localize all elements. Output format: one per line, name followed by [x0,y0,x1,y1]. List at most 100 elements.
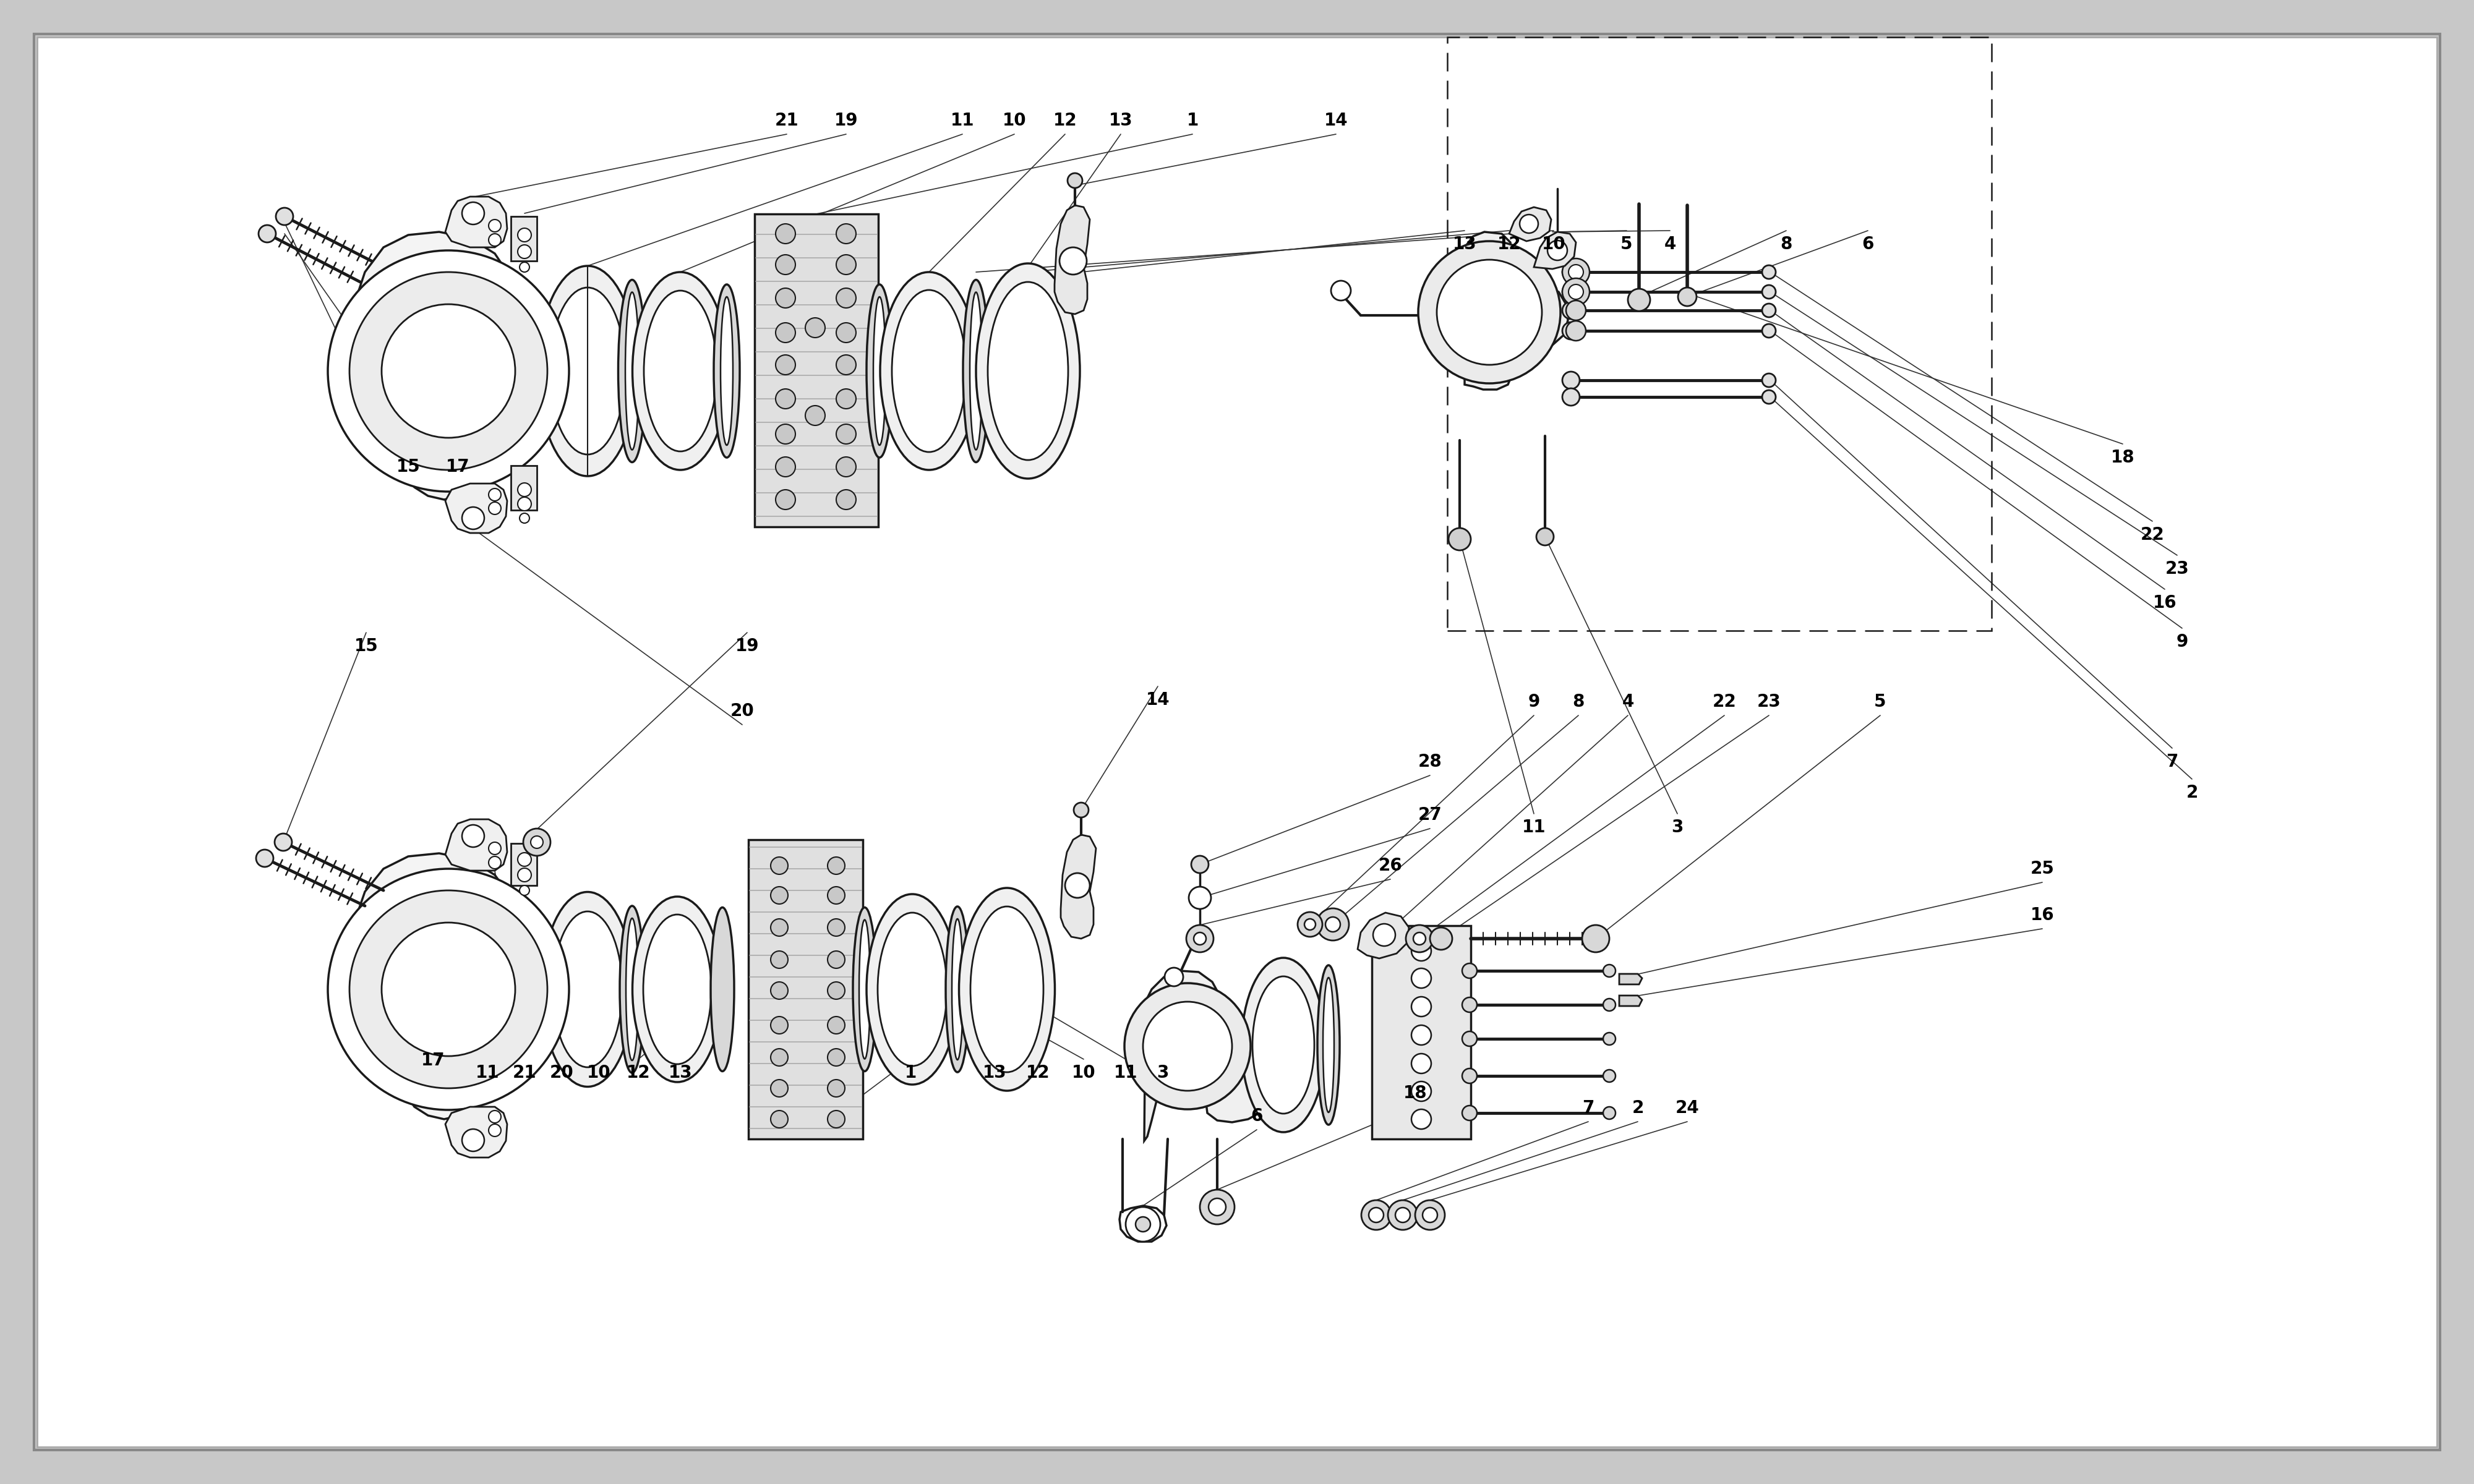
Circle shape [777,490,797,509]
Circle shape [1462,1031,1477,1046]
Text: 2: 2 [1633,1100,1643,1116]
Circle shape [1188,925,1212,953]
Circle shape [1361,1201,1390,1230]
Circle shape [1368,1208,1383,1223]
Circle shape [1564,322,1581,340]
Circle shape [1462,963,1477,978]
Text: 14: 14 [1324,111,1348,129]
Circle shape [1136,1217,1150,1232]
Text: 16: 16 [2031,907,2053,923]
Text: 21: 21 [512,1064,537,1082]
Circle shape [1395,1208,1410,1223]
Ellipse shape [866,285,893,457]
Ellipse shape [1252,976,1314,1113]
Polygon shape [445,819,507,871]
Circle shape [517,229,532,242]
Text: 24: 24 [1675,1100,1700,1116]
Circle shape [826,951,846,968]
Text: 4: 4 [1665,236,1675,252]
Circle shape [1200,1190,1235,1224]
Circle shape [1569,285,1583,300]
Text: 3: 3 [1158,1064,1168,1082]
Text: 8: 8 [1573,693,1583,711]
Bar [512,217,537,261]
Circle shape [772,1110,787,1128]
Circle shape [257,849,272,867]
Circle shape [1123,982,1252,1110]
Circle shape [1296,913,1321,936]
Ellipse shape [542,892,633,1086]
Text: 8: 8 [1781,236,1791,252]
Circle shape [1761,285,1776,298]
Circle shape [1564,264,1581,280]
Circle shape [1564,371,1581,389]
Text: 13: 13 [668,1064,693,1082]
Circle shape [1583,925,1608,953]
Polygon shape [1061,834,1096,938]
Polygon shape [1054,205,1089,315]
Circle shape [327,251,569,491]
Text: 22: 22 [2140,527,2165,543]
Circle shape [1410,1025,1430,1045]
Circle shape [1304,919,1316,930]
Circle shape [463,825,485,847]
Circle shape [520,513,529,522]
Ellipse shape [854,907,876,1071]
Circle shape [1188,886,1212,908]
Ellipse shape [643,914,713,1064]
Circle shape [1450,528,1470,551]
Circle shape [490,1125,500,1137]
Ellipse shape [891,289,965,453]
Circle shape [777,224,797,243]
Polygon shape [1534,232,1576,269]
Text: 11: 11 [950,111,975,129]
Ellipse shape [975,264,1079,478]
Circle shape [772,951,787,968]
Bar [512,466,537,510]
Circle shape [490,841,500,855]
Text: 13: 13 [1108,111,1133,129]
Circle shape [1069,174,1084,188]
Text: 13: 13 [982,1064,1007,1082]
Circle shape [1430,927,1452,950]
Circle shape [826,886,846,904]
Circle shape [517,868,532,881]
Ellipse shape [618,905,643,1073]
Circle shape [1761,266,1776,279]
Circle shape [1413,932,1425,945]
Text: 23: 23 [1757,693,1781,711]
Ellipse shape [970,292,982,450]
Circle shape [1761,304,1776,318]
Circle shape [381,304,515,438]
Text: 5: 5 [1620,236,1633,252]
Text: 19: 19 [735,638,760,654]
Circle shape [1405,925,1432,953]
Circle shape [327,868,569,1110]
Ellipse shape [720,297,732,445]
Ellipse shape [878,913,948,1066]
Bar [747,840,863,1140]
Circle shape [517,853,532,867]
Text: 18: 18 [2110,448,2135,466]
Polygon shape [1618,996,1643,1006]
Circle shape [836,457,856,476]
Circle shape [1410,941,1430,962]
Circle shape [1566,300,1586,321]
Bar [512,843,537,886]
Text: 20: 20 [549,1064,574,1082]
Circle shape [826,1049,846,1066]
Polygon shape [445,1107,507,1158]
Ellipse shape [713,285,740,457]
Circle shape [517,497,532,510]
Text: 12: 12 [1497,236,1522,252]
Text: 13: 13 [1452,236,1477,252]
Circle shape [807,405,826,426]
Circle shape [1423,1208,1437,1223]
Text: 11: 11 [1522,819,1546,835]
Text: 21: 21 [774,111,799,129]
Circle shape [836,224,856,243]
Circle shape [1207,1199,1227,1215]
Circle shape [275,834,292,850]
Circle shape [490,1110,500,1123]
Circle shape [520,886,529,895]
